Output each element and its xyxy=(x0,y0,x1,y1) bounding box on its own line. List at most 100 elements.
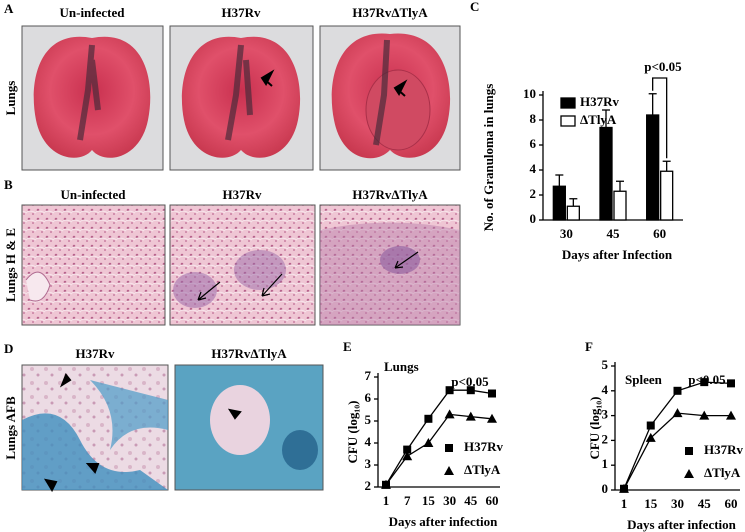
x-tick-label: 7 xyxy=(404,493,411,508)
point xyxy=(727,379,735,388)
y-tick-label: 2 xyxy=(602,431,609,446)
x-tick-label: 45 xyxy=(464,493,478,508)
y-tick-label: 8 xyxy=(530,111,537,126)
y-tick-label: 5 xyxy=(602,357,609,372)
point xyxy=(465,411,476,421)
x-tick-label: 1 xyxy=(383,493,390,508)
panel-d-photos xyxy=(21,364,324,493)
x-tick-label: 60 xyxy=(653,226,666,241)
y-tick-label: 3 xyxy=(602,407,609,422)
row-label: Lungs AFB xyxy=(3,396,18,460)
panel-title: H37Rv xyxy=(222,5,262,20)
panel-title: H37RvΔTlyA xyxy=(352,5,428,20)
row-label: Lungs xyxy=(3,81,18,116)
legend-label: ΔTlyA xyxy=(704,465,741,480)
panel-title: Un-infected xyxy=(61,187,127,202)
y-tick-label: 3 xyxy=(365,456,372,471)
point xyxy=(424,414,433,423)
x-tick-label: 45 xyxy=(607,226,621,241)
y-tick-label: 6 xyxy=(530,136,537,151)
point xyxy=(646,421,655,430)
y-tick-label: 0 xyxy=(602,481,609,496)
x-axis-label: Days after infection xyxy=(627,517,737,532)
significance-bracket xyxy=(652,77,668,159)
y-tick-label: 10 xyxy=(523,86,536,101)
bar xyxy=(552,185,566,221)
legend-swatch xyxy=(560,115,576,127)
x-tick-label: 15 xyxy=(644,496,658,511)
legend-label: ΔTlyA xyxy=(464,462,501,477)
panel-letter: C xyxy=(470,0,479,14)
y-tick-label: 2 xyxy=(365,478,372,493)
point xyxy=(672,408,683,418)
y-tick-label: 4 xyxy=(602,382,609,397)
annotation: p<0.05 xyxy=(451,374,489,389)
y-tick-label: 4 xyxy=(530,161,537,176)
point xyxy=(423,438,434,447)
panel-letter: A xyxy=(4,1,14,16)
bar xyxy=(613,190,627,221)
x-tick-label: 15 xyxy=(422,493,436,508)
y-tick-label: 5 xyxy=(365,412,372,427)
point xyxy=(726,410,736,420)
point xyxy=(673,386,682,395)
legend-marker xyxy=(685,447,693,455)
y-tick-label: 6 xyxy=(365,390,372,405)
y-axis-label: No. of Granuloma in lungs xyxy=(481,84,496,232)
legend-label: H37Rv xyxy=(464,439,504,454)
panel-letter: E xyxy=(343,339,352,354)
legend-marker xyxy=(445,444,453,452)
x-tick-label: 1 xyxy=(621,496,628,511)
y-axis-label: CFU (log₁₀) xyxy=(587,396,602,459)
point xyxy=(619,483,629,493)
x-tick-label: 45 xyxy=(698,496,712,511)
legend-label: ΔTlyA xyxy=(580,112,617,127)
y-tick-label: 7 xyxy=(365,368,372,383)
y-tick-label: 2 xyxy=(530,186,537,201)
point xyxy=(699,410,710,420)
bar xyxy=(566,205,580,221)
legend-marker xyxy=(684,469,694,478)
point xyxy=(381,479,391,489)
point xyxy=(487,413,497,423)
point xyxy=(700,378,709,387)
bar xyxy=(660,170,674,221)
x-axis-label: Days after infection xyxy=(389,514,499,529)
chart-title: Lungs xyxy=(384,359,419,374)
x-tick-label: 30 xyxy=(671,496,684,511)
point xyxy=(488,389,496,398)
annotation: p<0.05 xyxy=(688,372,726,387)
legend-marker xyxy=(444,466,454,475)
legend-swatch xyxy=(560,97,576,109)
bar xyxy=(599,126,613,221)
y-tick-label: 0 xyxy=(530,211,537,226)
panel-letter: B xyxy=(4,177,13,192)
bar xyxy=(646,114,660,221)
annotation: p<0.05 xyxy=(644,59,682,74)
point xyxy=(444,409,455,419)
legend-label: H37Rv xyxy=(580,94,620,109)
panel-title: H37Rv xyxy=(76,346,116,361)
point xyxy=(445,386,454,395)
point xyxy=(466,386,475,395)
panel-letter: F xyxy=(585,339,593,354)
point xyxy=(403,445,412,454)
legend-label: H37Rv xyxy=(704,442,744,457)
point xyxy=(645,432,656,442)
x-tick-label: 30 xyxy=(443,493,456,508)
y-tick-label: 1 xyxy=(602,456,609,471)
panel-letter: D xyxy=(4,341,13,356)
x-tick-label: 60 xyxy=(725,496,738,511)
panel-a-photos xyxy=(21,25,461,171)
row-label: Lungs H & E xyxy=(3,228,18,302)
chart-title: Spleen xyxy=(625,372,663,387)
line xyxy=(385,413,493,486)
panel-title: Un-infected xyxy=(60,5,126,20)
point xyxy=(402,451,413,461)
x-tick-label: 60 xyxy=(486,493,499,508)
panel-title: H37Rv xyxy=(223,187,263,202)
x-tick-label: 30 xyxy=(560,226,573,241)
x-axis-label: Days after Infection xyxy=(562,247,673,262)
panel-b-photos xyxy=(21,204,461,326)
